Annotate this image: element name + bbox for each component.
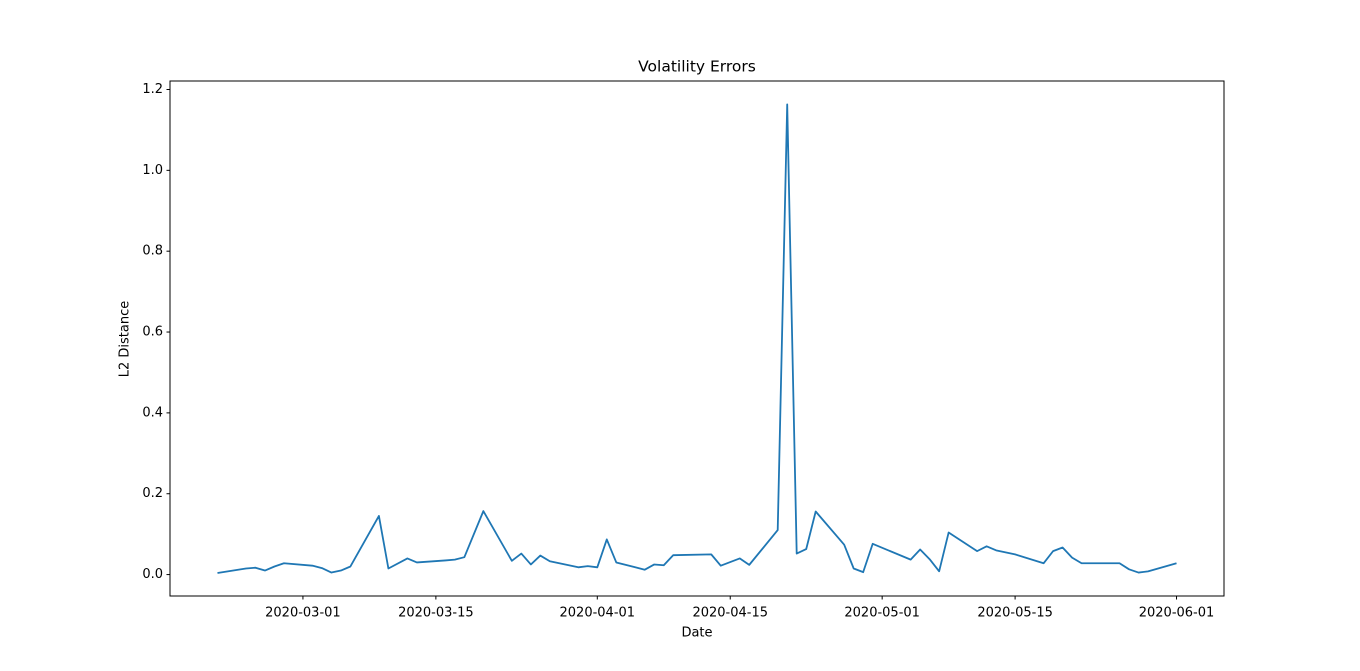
y-tick-label: 0.8 [142,244,163,259]
y-tick-label: 0.2 [142,486,163,501]
y-tick-label: 0.0 [142,567,163,582]
x-tick-label: 2020-04-01 [560,606,636,621]
x-tick-label: 2020-03-15 [398,606,474,621]
plot-frame [169,80,1225,597]
x-tick-label: 2020-05-15 [977,606,1053,621]
x-tick-label: 2020-06-01 [1139,606,1215,621]
y-tick-label: 0.6 [142,325,163,340]
x-tick-label: 2020-03-01 [265,606,341,621]
x-tick-label: 2020-04-15 [692,606,768,621]
chart-title: Volatility Errors [638,58,756,76]
y-axis-label: L2 Distance [118,301,133,378]
x-axis-label: Date [681,626,712,641]
y-tick-label: 1.0 [142,163,163,178]
y-tick-label: 0.4 [142,405,163,420]
x-tick-label: 2020-05-01 [844,606,920,621]
data-line [217,103,1177,574]
y-tick-label: 1.2 [142,82,163,97]
